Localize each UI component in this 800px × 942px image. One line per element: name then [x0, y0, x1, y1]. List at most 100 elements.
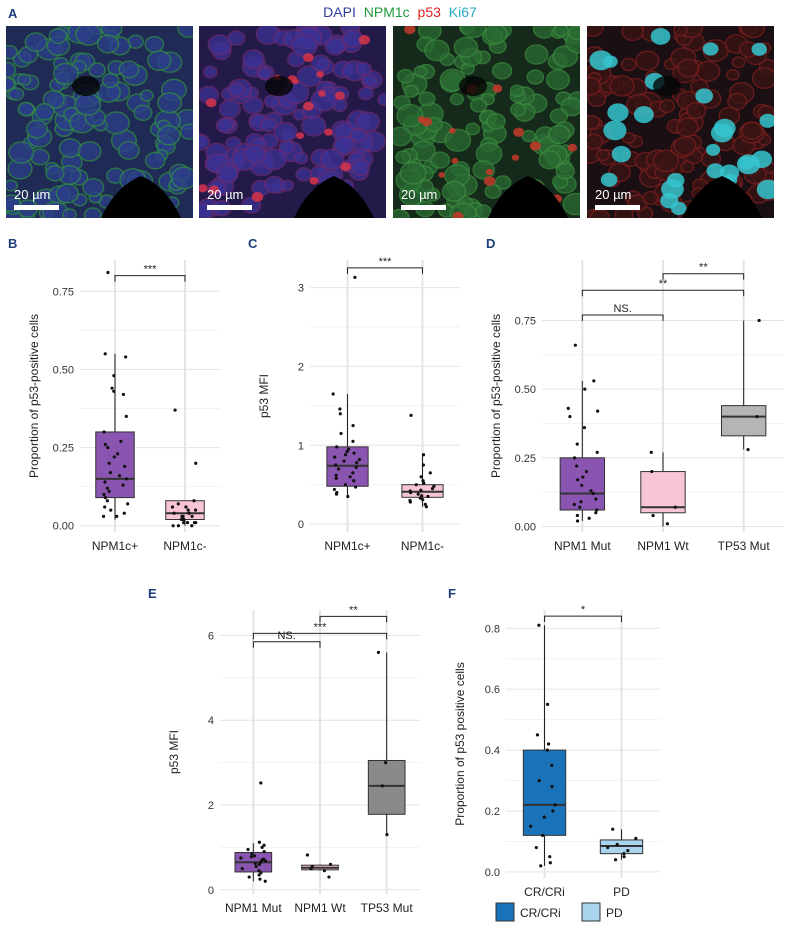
significance-bracket	[347, 267, 423, 274]
data-point	[333, 455, 337, 459]
legend-dapi: DAPI	[323, 4, 356, 20]
data-point	[580, 483, 584, 487]
cell-nucleus	[484, 26, 508, 45]
stained-cell	[492, 84, 503, 93]
stained-cell	[759, 113, 774, 128]
data-point	[119, 439, 123, 443]
data-point	[383, 760, 388, 765]
tissue-void	[488, 176, 568, 218]
data-point	[247, 875, 251, 879]
data-point	[351, 471, 355, 475]
stained-cell	[719, 164, 740, 182]
data-point	[542, 815, 546, 819]
stained-cell	[292, 78, 299, 85]
data-point	[335, 445, 339, 449]
legend-label: PD	[606, 906, 623, 920]
data-point	[176, 524, 181, 528]
data-point	[262, 850, 266, 854]
cell-nucleus	[726, 68, 740, 81]
cell-nucleus	[324, 37, 346, 56]
cell-nucleus	[587, 133, 604, 150]
data-point	[105, 499, 109, 503]
chart-panel-c: C 0 1 2 3 p53 MFI NPM1c+ NPM1c- ***	[248, 236, 460, 553]
stained-cell	[483, 176, 496, 186]
stained-cell	[485, 168, 494, 176]
cell-nucleus	[449, 93, 464, 106]
stained-cell	[607, 103, 629, 122]
data-point	[578, 505, 582, 509]
cell-nucleus	[595, 148, 611, 162]
data-point	[615, 842, 619, 847]
cell-nucleus	[727, 92, 748, 111]
stained-cell	[756, 179, 774, 200]
cell-nucleus	[8, 141, 35, 164]
tissue-void	[682, 176, 762, 218]
data-point	[263, 859, 268, 863]
stained-cell	[324, 128, 333, 136]
y-tick-label: 0.50	[515, 384, 536, 396]
data-point	[103, 352, 107, 356]
stained-cell	[448, 127, 456, 134]
cell-nucleus	[396, 103, 424, 128]
data-point	[575, 513, 579, 518]
data-point	[112, 389, 116, 393]
cell-nucleus	[413, 65, 428, 78]
data-point	[548, 861, 552, 865]
cell-nucleus	[144, 151, 166, 170]
data-point	[103, 505, 107, 509]
data-point	[334, 492, 339, 496]
data-point	[592, 379, 596, 383]
cell-nucleus	[62, 208, 77, 218]
data-point	[184, 505, 188, 509]
cell-nucleus	[293, 151, 309, 165]
cell-nucleus	[6, 76, 16, 92]
data-point	[337, 467, 341, 471]
data-point	[579, 500, 583, 504]
data-point	[420, 494, 424, 498]
cell-nucleus	[587, 114, 601, 131]
cell-nucleus	[207, 34, 233, 56]
stained-cell	[335, 91, 345, 100]
data-point	[545, 748, 549, 752]
data-point	[755, 415, 759, 419]
stained-cell	[511, 154, 520, 161]
data-point	[575, 442, 579, 446]
data-point	[254, 864, 258, 869]
data-point	[331, 392, 335, 396]
data-point	[186, 508, 190, 512]
cell-nucleus	[361, 73, 378, 88]
scale-bar	[401, 205, 446, 210]
cell-nucleus	[740, 26, 766, 39]
cell-nucleus	[465, 122, 481, 136]
data-point	[606, 845, 610, 850]
scale-label: 20 µm	[14, 187, 51, 202]
data-point	[537, 778, 541, 783]
data-point	[103, 496, 107, 500]
data-point	[102, 430, 106, 434]
stained-cell	[667, 172, 685, 188]
y-tick-label: 2	[298, 361, 304, 373]
box	[720, 405, 767, 437]
cell-nucleus	[357, 86, 374, 101]
cell-nucleus	[295, 167, 313, 182]
data-point	[309, 866, 313, 871]
cell-nucleus	[147, 50, 172, 72]
chart-panel-d: D 0.00 0.25 0.50 0.75 Proportion of p53-posit…	[486, 236, 784, 553]
cell-nucleus	[257, 67, 272, 80]
significance-label: **	[699, 262, 708, 274]
data-point	[587, 516, 591, 520]
cell-nucleus	[355, 61, 372, 76]
y-axis-label: Proportion of p53-positive cells	[27, 314, 41, 478]
data-point	[182, 517, 186, 522]
stained-cell	[296, 132, 305, 140]
stained-cell	[438, 172, 446, 178]
channel-legend: DAPI NPM1c p53 Ki67	[0, 4, 800, 20]
data-point	[338, 407, 342, 411]
tissue-void	[294, 176, 374, 218]
data-point	[352, 451, 356, 455]
cell-nucleus	[510, 102, 527, 117]
data-point	[537, 623, 541, 627]
y-tick-label: 0.4	[485, 745, 500, 757]
stained-cell	[251, 192, 264, 202]
data-point	[529, 824, 533, 828]
